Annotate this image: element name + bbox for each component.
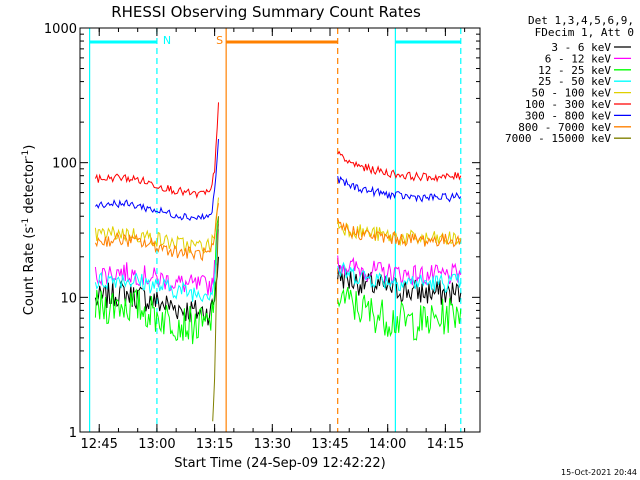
legend-entry-label: 12 - 25 keV — [538, 64, 611, 77]
series-line — [337, 286, 462, 341]
legend-entry-label: 3 - 6 keV — [551, 41, 611, 54]
y-axis: 1 10 100 1000 — [44, 22, 480, 441]
x-tick-label: 13:15 — [196, 437, 233, 452]
series-line — [337, 255, 462, 286]
x-tick-label: 13:00 — [138, 437, 175, 452]
plot-frame — [79, 27, 481, 433]
legend-entry-label: 25 - 50 keV — [538, 75, 611, 88]
y-axis-label: Count Rate (s-1 detector-1) — [21, 145, 37, 316]
y-tick-label: 1 — [69, 426, 77, 441]
series-line — [94, 203, 219, 262]
x-axis: 12:45 13:00 13:15 13:30 13:45 14:00 14:15 — [79, 28, 466, 452]
series-line — [94, 256, 219, 326]
band-label: N — [163, 34, 171, 47]
series-line — [94, 229, 219, 303]
legend-entry-label: 6 - 12 keV — [545, 52, 612, 65]
y-tick-label: 1000 — [44, 22, 77, 37]
series-line — [94, 102, 219, 199]
series-line — [95, 138, 219, 221]
legend-entry-label: 300 - 800 keV — [525, 109, 611, 122]
x-tick-label: 13:30 — [254, 437, 291, 452]
y-axis-label-sup2: -1 — [21, 150, 31, 159]
x-tick-label: 14:15 — [427, 437, 464, 452]
x-tick-label: 12:45 — [80, 437, 117, 452]
x-tick-label: 14:00 — [369, 437, 406, 452]
y-axis-label-part1: Count Rate (s — [22, 227, 37, 316]
series-line — [337, 218, 462, 248]
series-line — [94, 197, 219, 254]
legend-header-line: FDecim 1, Att 0 — [535, 26, 634, 39]
legend-entry-label: 800 - 7000 keV — [518, 121, 611, 134]
y-axis-label-sup1: -1 — [21, 218, 31, 227]
series-line — [212, 216, 219, 422]
series-line — [337, 265, 462, 306]
y-axis-label-part3: ) — [22, 145, 37, 150]
legend-entry-label: 50 - 100 keV — [532, 87, 612, 100]
y-tick-label: 10 — [60, 291, 77, 306]
series-line — [94, 216, 219, 345]
y-axis-label-part2: detector — [22, 158, 37, 218]
legend-entry-label: 100 - 300 keV — [525, 98, 611, 111]
series-line — [337, 176, 462, 203]
series-line — [337, 150, 462, 183]
chart-title: RHESSI Observing Summary Count Rates — [111, 3, 421, 21]
timestamp: 15-Oct-2021 20:44 — [561, 468, 637, 477]
band-label: S — [216, 34, 223, 47]
legend-entry-label: 7000 - 15000 keV — [505, 132, 611, 145]
series-line — [337, 261, 462, 294]
y-tick-label: 100 — [52, 157, 77, 172]
x-tick-label: 13:45 — [311, 437, 348, 452]
series-lines — [94, 102, 462, 422]
x-axis-label: Start Time (24-Sep-09 12:42:22) — [174, 456, 385, 471]
legend-header: Det 1,3,4,5,6,9,FDecim 1, Att 0 — [528, 14, 634, 39]
legend-header-line: Det 1,3,4,5,6,9, — [528, 14, 634, 27]
